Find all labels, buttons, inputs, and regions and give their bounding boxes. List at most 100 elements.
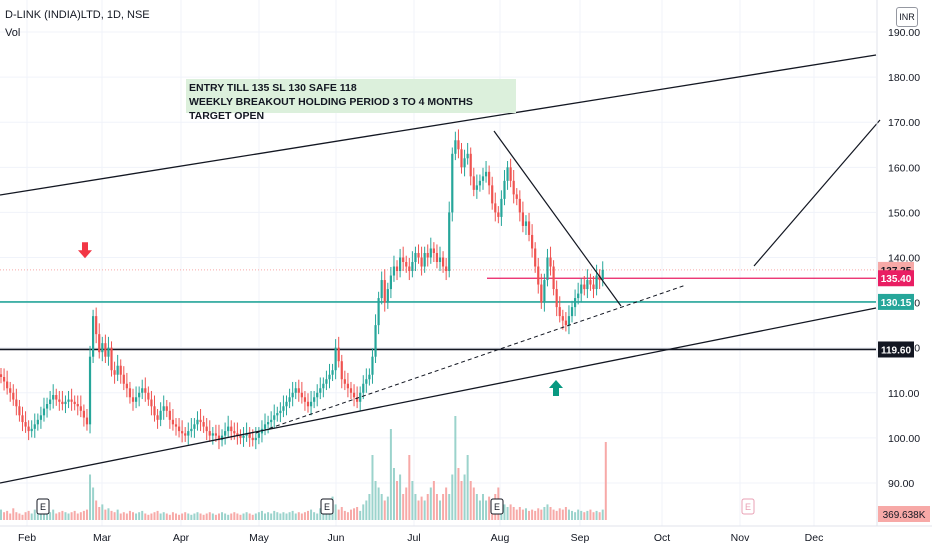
candle-body (506, 167, 509, 181)
candle-body (21, 415, 24, 423)
volume-bar (503, 504, 506, 520)
candle-body (466, 153, 469, 159)
candle-body (420, 257, 423, 267)
candle-body (328, 374, 331, 380)
candle-body (82, 410, 85, 418)
candle-body (276, 413, 279, 416)
candle-body (546, 257, 549, 281)
volume-bar (524, 508, 527, 520)
volume-bar (571, 510, 574, 520)
volume-legend: Vol (5, 27, 21, 39)
candle-body (534, 248, 537, 267)
volume-bar (528, 510, 531, 520)
candle-body (331, 370, 334, 375)
volume-bar (589, 509, 592, 520)
volume-bar (184, 512, 187, 520)
volume-bar (279, 513, 282, 520)
volume-bar (52, 509, 55, 520)
candle-body (184, 433, 187, 436)
candle-body (356, 397, 359, 402)
candle-body (202, 422, 205, 427)
volume-bar (174, 513, 177, 520)
candle-body (227, 426, 230, 432)
volume-bar (509, 504, 512, 520)
volume-bar (104, 509, 107, 520)
volume-bar (144, 513, 147, 520)
candle-body (134, 397, 138, 402)
volume-bar (294, 513, 297, 520)
volume-bar (506, 507, 509, 520)
volume-bar (435, 494, 438, 520)
candle-body (491, 185, 494, 204)
volume-bar (251, 514, 254, 520)
volume-bar (46, 510, 49, 520)
price-axis: 190.00 180.00 170.00 160.00 150.00 140.00 130.… (876, 0, 930, 526)
candle-body (558, 307, 561, 317)
trade-note: ENTRY TILL 135 SL 130 SAFE 118 WEEKLY BR… (186, 79, 516, 122)
volume-bar (227, 514, 230, 520)
candle-body (586, 280, 589, 290)
volume-bar (540, 509, 543, 520)
volume-bar (405, 487, 408, 520)
candle-body (266, 422, 270, 425)
volume-bar (245, 512, 248, 520)
volume-bar (389, 429, 392, 520)
volume-bar (399, 474, 402, 520)
volume-bar (325, 512, 328, 520)
candle-body (552, 266, 555, 290)
candle-body (279, 410, 282, 414)
candle-body (577, 293, 580, 299)
x-tick-label: May (249, 532, 270, 544)
candle-body (432, 248, 435, 253)
candle-body (15, 399, 18, 407)
candle-body (521, 212, 524, 226)
volume-bar (214, 514, 217, 520)
candle-body (251, 437, 254, 441)
candle-body (573, 298, 577, 308)
earnings-marker-label: E (324, 502, 330, 512)
volume-bar (592, 512, 595, 520)
x-tick-label: Oct (654, 532, 670, 544)
candle-body (217, 435, 221, 441)
volume-bar (162, 512, 165, 520)
volume-bar (221, 512, 224, 520)
candle-body (494, 203, 497, 213)
volume-bar (242, 513, 245, 520)
lower-channel-line (0, 307, 877, 484)
volume-bar (555, 510, 558, 520)
candle-body (316, 392, 319, 398)
candle-body (282, 406, 285, 411)
candle-body (24, 422, 27, 427)
candle-body (349, 388, 353, 393)
candle-body (352, 392, 356, 398)
candle-body (457, 140, 460, 150)
earnings-marker (741, 498, 755, 515)
volume-bar (89, 474, 92, 520)
candle-body (156, 415, 159, 420)
candle-body (515, 194, 518, 199)
volume-bar (481, 494, 484, 520)
volume-bar (211, 513, 214, 520)
candle-body (531, 234, 534, 249)
candle-body (196, 419, 199, 425)
down-arrow-icon (78, 242, 92, 259)
volume-bar (9, 513, 12, 520)
volume-bar (141, 510, 144, 520)
currency-badge[interactable]: INR (896, 7, 918, 27)
candle-body (9, 388, 12, 393)
volume-bar (135, 513, 138, 520)
volume-bar (254, 513, 257, 520)
volume-bar (208, 512, 211, 520)
candle-body (64, 401, 67, 405)
price-label-text: 130.15 (881, 298, 912, 309)
volume-bar (310, 509, 313, 520)
candle-body (300, 392, 303, 398)
candle-body (101, 343, 104, 353)
volume-bar (561, 509, 564, 520)
volume-bar (156, 510, 159, 520)
volume-bar (49, 512, 52, 520)
volume-bar (356, 507, 359, 520)
